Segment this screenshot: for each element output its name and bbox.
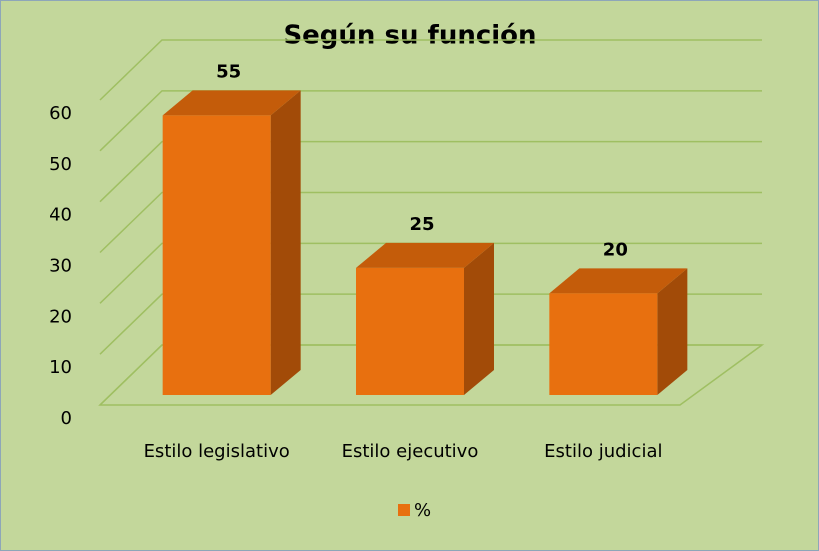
grid-line <box>99 242 762 304</box>
bar <box>162 115 271 396</box>
grid-line <box>99 140 762 203</box>
bar-top <box>356 242 494 268</box>
bar-side <box>464 242 494 395</box>
y-tick-label: 30 <box>49 256 72 277</box>
bar-side <box>657 268 688 395</box>
bar-top <box>162 90 301 116</box>
legend-label: % <box>414 500 431 521</box>
x-tick-label: Estilo ejecutivo <box>342 441 479 462</box>
bar <box>356 267 464 395</box>
bar <box>549 293 658 395</box>
grid-line <box>99 191 762 254</box>
x-tick-label: Estilo legislativo <box>144 441 290 462</box>
y-tick-label: 20 <box>49 306 72 327</box>
y-tick-label: 60 <box>49 103 72 124</box>
bar-top <box>549 268 688 294</box>
x-tick-label: Estilo judicial <box>544 441 662 462</box>
y-tick-label: 10 <box>49 357 72 378</box>
data-label: 25 <box>409 214 434 235</box>
bar-side <box>270 90 301 396</box>
data-label: 55 <box>216 61 241 82</box>
legend-swatch <box>398 504 410 516</box>
y-tick-label: 50 <box>49 154 72 175</box>
y-tick-label: 0 <box>61 408 72 429</box>
y-tick-label: 40 <box>49 205 72 226</box>
grid-line <box>99 90 762 152</box>
data-label: 20 <box>603 239 628 260</box>
grid-line <box>99 39 762 101</box>
chart-title: Según su función <box>283 21 536 51</box>
